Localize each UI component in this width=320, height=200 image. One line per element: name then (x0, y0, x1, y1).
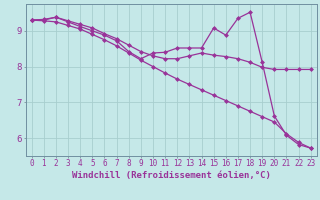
X-axis label: Windchill (Refroidissement éolien,°C): Windchill (Refroidissement éolien,°C) (72, 171, 271, 180)
